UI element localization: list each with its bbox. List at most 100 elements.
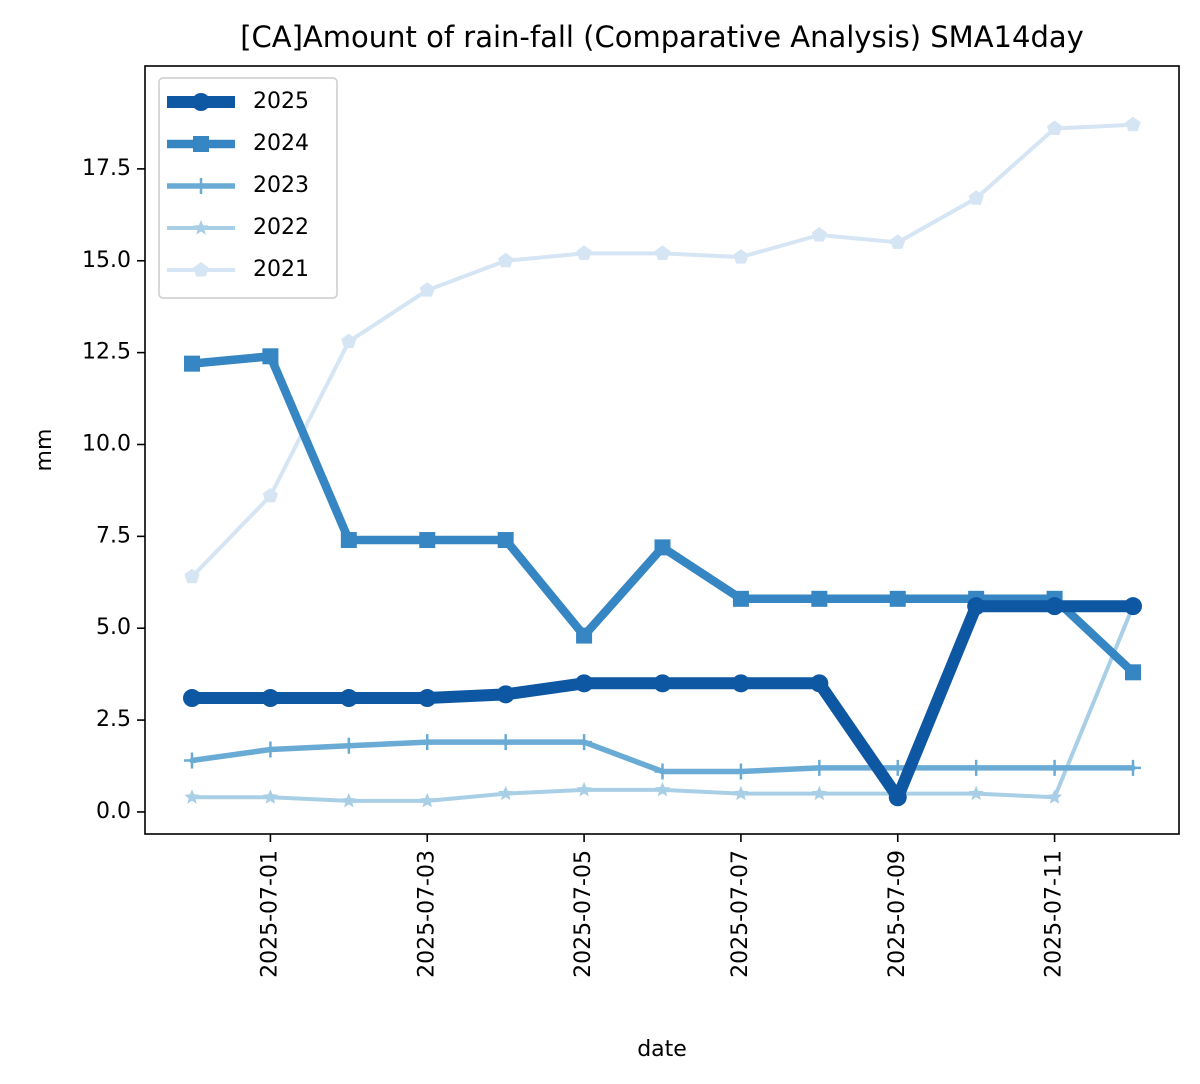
data-point-2025 [1124,597,1142,616]
data-point-2022 [968,785,984,801]
data-point-2021 [1125,116,1141,132]
data-point-2025 [183,689,201,708]
data-point-2024 [732,590,749,607]
data-point-2021 [1047,120,1063,135]
x-tick-label: 2025-07-05 [571,850,596,978]
data-point-2021 [576,245,592,260]
data-point-2023 [968,759,985,776]
data-point-2023 [340,737,357,754]
data-point-2025 [575,674,594,693]
data-point-2025 [888,788,907,807]
series-2021 [184,116,1141,584]
data-point-2021 [184,568,200,584]
data-point-2023 [419,734,436,751]
plot-area [183,116,1142,808]
data-point-2024 [340,532,357,549]
data-point-2022 [811,785,827,801]
data-point-2021 [654,245,671,260]
data-point-2023 [1046,759,1063,776]
legend-item-2024: 2024 [167,131,309,156]
data-point-2023 [184,752,200,769]
data-point-2022 [184,789,200,804]
data-point-2025 [1045,597,1064,616]
legend-item-2021: 2021 [167,257,309,282]
data-point-2024 [654,539,671,556]
data-point-2021 [419,282,435,297]
data-point-2025 [339,689,358,708]
data-point-2021 [811,227,827,242]
data-point-2024 [889,590,906,607]
legend-label: 2022 [253,215,309,240]
legend-marker [193,136,209,152]
data-point-2024 [576,627,593,644]
y-tick-label: 17.5 [82,156,131,181]
legend-label: 2024 [253,131,309,156]
y-tick-label: 2.5 [96,707,131,732]
x-tick-label: 2025-07-07 [728,850,753,978]
data-point-2025 [731,674,750,693]
legend-box [158,77,338,299]
x-tick-label: 2025-07-03 [414,850,439,978]
data-point-2023 [1125,759,1141,776]
x-tick-label: 2025-07-09 [885,850,910,978]
data-point-2023 [889,759,906,776]
data-point-2021 [890,234,906,249]
data-point-2025 [418,689,437,708]
chart-title: [CA]Amount of rain-fall (Comparative Ana… [240,20,1084,54]
data-point-2022 [262,789,278,804]
x-axis-label: date [637,1037,687,1062]
legend: 2025 2024 2023 2022 2021 [158,77,338,299]
data-point-2024 [419,532,436,549]
y-tick-label: 15.0 [82,248,131,273]
data-point-2021 [498,252,514,268]
data-point-2024 [184,355,200,372]
data-point-2022 [341,792,357,808]
data-point-2023 [732,763,749,780]
data-point-2022 [654,781,671,797]
data-point-2021 [262,487,278,503]
data-point-2024 [811,590,828,607]
data-point-2023 [262,741,279,758]
data-point-2022 [1047,789,1063,804]
legend-label: 2025 [253,89,309,114]
data-point-2022 [576,781,592,797]
legend-marker [192,93,210,111]
y-tick-label: 10.0 [82,431,131,456]
data-point-2025 [496,685,515,704]
data-point-2023 [811,759,828,776]
series-2024 [184,348,1141,681]
x-axis: 2025-07-01 2025-07-03 2025-07-05 2025-07-07… [257,834,1067,978]
data-point-2021 [341,333,357,349]
legend-item-2023: 2023 [167,173,309,198]
data-point-2024 [1125,664,1141,681]
y-axis: 0.0 2.5 5.0 7.5 10.0 12.5 15.0 17.5 [82,156,145,824]
y-tick-label: 5.0 [96,615,131,640]
x-tick-label: 2025-07-01 [257,850,282,978]
data-point-2024 [262,348,279,365]
legend-item-2025: 2025 [167,89,309,114]
series-line-2024 [187,352,1138,677]
data-point-2021 [968,190,984,205]
data-point-2023 [654,763,671,780]
legend-marker [193,262,209,277]
data-point-2022 [733,785,749,801]
data-point-2022 [498,785,514,801]
data-point-2024 [497,532,514,549]
series-2025 [183,597,1142,807]
legend-label: 2023 [253,173,309,198]
legend-item-2022: 2022 [167,215,309,240]
data-point-2022 [419,792,435,808]
data-point-2021 [733,249,749,264]
legend-marker [193,220,209,235]
data-point-2025 [653,674,672,693]
data-point-2023 [497,734,514,751]
y-axis-label: mm [32,429,57,472]
y-tick-label: 7.5 [96,523,131,548]
data-point-2025 [810,674,829,693]
x-tick-label: 2025-07-11 [1042,850,1067,978]
legend-label: 2021 [253,257,309,282]
y-tick-label: 0.0 [96,799,131,824]
data-point-2025 [261,689,280,708]
data-point-2025 [967,597,986,616]
